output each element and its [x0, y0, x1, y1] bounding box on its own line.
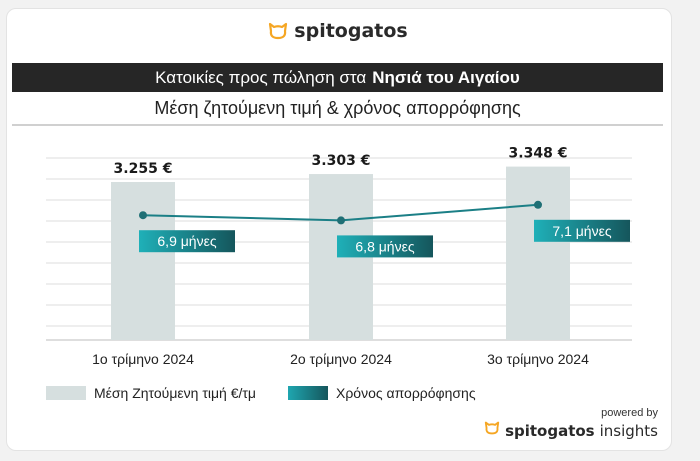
- powered-by-block: powered by spitogatos insights: [484, 407, 658, 440]
- line-value-label: 7,1 μήνες: [552, 223, 611, 239]
- powered-by-text: powered by: [601, 407, 658, 419]
- x-tick-label: 1ο τρίμηνο 2024: [92, 351, 194, 367]
- line-point: [139, 211, 147, 220]
- brand-logo: spitogatos: [0, 20, 676, 42]
- footer-brand-light: insights: [599, 421, 658, 440]
- x-tick-label: 2ο τρίμηνο 2024: [290, 351, 392, 367]
- chart-legend: Μέση Ζητούμενη τιμή €/τμ Χρόνος απορρόφη…: [46, 385, 476, 401]
- cat-head-icon: [484, 421, 500, 440]
- line-value-label: 6,8 μήνες: [355, 238, 414, 254]
- line-label-box: [139, 230, 235, 253]
- bar: [111, 181, 175, 340]
- bar-value-label: 3.303 €: [312, 153, 371, 169]
- title-prefix: Κατοικίες προς πώληση στα: [155, 67, 367, 87]
- bar-value-label: 3.348 €: [509, 146, 568, 162]
- line-label-box: [337, 235, 433, 258]
- footer-brand-bold: spitogatos: [505, 421, 595, 440]
- bar-value-label: 3.255 €: [114, 161, 173, 177]
- line-point: [337, 216, 345, 225]
- legend-label-bar: Μέση Ζητούμενη τιμή €/τμ: [94, 385, 256, 401]
- line-label-box: [534, 219, 630, 242]
- brand-name: spitogatos: [294, 20, 408, 42]
- legend-label-line: Χρόνος απορρόφησης: [335, 385, 476, 401]
- x-tick-label: 3ο τρίμηνο 2024: [487, 351, 589, 367]
- line-value-label: 6,9 μήνες: [157, 233, 216, 249]
- line-point: [534, 200, 542, 209]
- legend-swatch-bar: [46, 386, 86, 400]
- legend-swatch-line: [287, 386, 328, 400]
- title-highlight: Νησιά του Αιγαίου: [372, 67, 520, 87]
- chart-title: Κατοικίες προς πώληση στα Νησιά του Αιγα…: [12, 63, 663, 92]
- chart-subtitle: Μέση ζητούμενη τιμή & χρόνος απορρόφησης: [12, 92, 663, 126]
- cat-head-icon: [268, 22, 288, 40]
- bar: [506, 166, 570, 340]
